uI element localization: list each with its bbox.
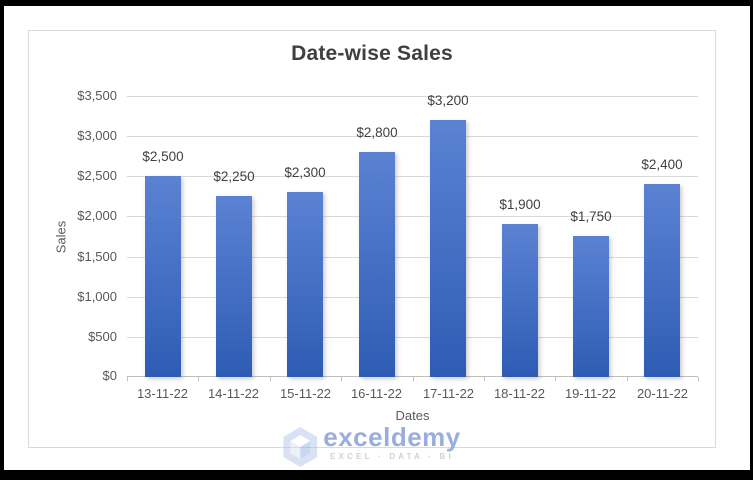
axis-tick	[270, 377, 271, 381]
bar-value-label: $1,750	[570, 209, 612, 224]
chart-area: Date-wise Sales Sales Dates $0 $500 $1,000…	[28, 30, 716, 467]
y-axis-tick-label: $3,000	[77, 128, 117, 143]
axis-tick	[127, 377, 128, 381]
axis-tick	[484, 377, 485, 381]
gridline	[127, 337, 698, 338]
bar-value-label: $1,900	[499, 197, 541, 212]
bar	[359, 152, 395, 377]
gridline	[127, 176, 698, 177]
watermark-tagline: EXCEL · DATA · BI	[330, 452, 454, 461]
axis-tick	[341, 377, 342, 381]
plot-area: Sales Dates $0 $500 $1,000 $1,500 $2,000 $2,5…	[54, 88, 699, 423]
watermark-text: exceldemy EXCEL · DATA · BI	[323, 424, 460, 461]
gridline	[127, 136, 698, 137]
x-axis-tick-label: 16-11-22	[350, 386, 403, 401]
y-axis-tick-label: $3,500	[77, 88, 117, 103]
bar-value-label: $2,250	[213, 169, 255, 184]
bar-value-label: $2,400	[641, 157, 683, 172]
exceldemy-logo-icon	[283, 427, 318, 467]
x-axis-tick-label: 13-11-22	[136, 386, 189, 401]
bar-value-label: $3,200	[427, 93, 469, 108]
gridline	[127, 96, 698, 97]
x-axis-tick-label: 15-11-22	[279, 386, 332, 401]
y-axis-tick-label: $500	[88, 329, 117, 344]
bar	[502, 224, 538, 377]
bar	[430, 120, 466, 377]
gridline	[127, 216, 698, 217]
x-axis-tick-label: 17-11-22	[422, 386, 475, 401]
axis-tick	[413, 377, 414, 381]
axis-tick	[198, 377, 199, 381]
bar	[216, 196, 252, 377]
axis-tick	[627, 377, 628, 381]
axis-tick	[555, 377, 556, 381]
bar	[287, 192, 323, 377]
axis-tick	[698, 377, 699, 381]
chart-title: Date-wise Sales	[291, 42, 453, 65]
page-background: Date-wise Sales Sales Dates $0 $500 $1,000…	[4, 6, 750, 470]
y-axis-tick-label: $2,000	[77, 208, 117, 223]
x-axis-title: Dates	[395, 408, 430, 423]
x-axis-tick-label: 20-11-22	[636, 386, 689, 401]
bar-value-label: $2,500	[142, 149, 184, 164]
x-axis-line	[127, 376, 698, 377]
watermark-brand: exceldemy	[323, 422, 461, 452]
x-axis-tick-label: 14-11-22	[207, 386, 260, 401]
bar-value-label: $2,800	[356, 125, 398, 140]
watermark: exceldemy EXCEL · DATA · BI	[283, 424, 460, 467]
bar	[145, 176, 181, 377]
y-axis-tick-label: $0	[102, 368, 117, 383]
y-axis-tick-label: $1,500	[77, 249, 117, 264]
x-axis-tick-label: 19-11-22	[564, 386, 617, 401]
y-axis-tick-label: $2,500	[77, 168, 117, 183]
gridline	[127, 297, 698, 298]
gridline	[127, 257, 698, 258]
y-axis-tick-label: $1,000	[77, 289, 117, 304]
x-axis-tick-label: 18-11-22	[493, 386, 546, 401]
bar-value-label: $2,300	[284, 165, 326, 180]
bar	[644, 184, 680, 377]
bar	[573, 236, 609, 377]
